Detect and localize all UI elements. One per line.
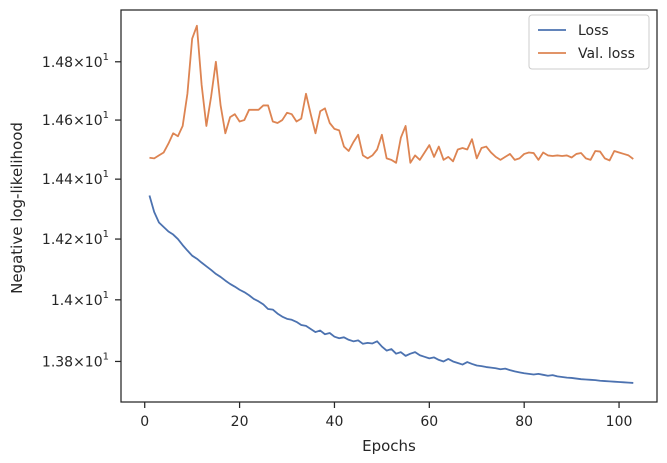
y-tick-label: 1.42×101 bbox=[42, 229, 109, 248]
x-tick-label: 100 bbox=[606, 414, 633, 430]
x-tick-label: 80 bbox=[515, 414, 533, 430]
series-line-loss bbox=[148, 195, 634, 384]
legend-label-loss: Loss bbox=[578, 23, 609, 39]
legend: Loss Val. loss bbox=[528, 14, 650, 70]
series-layer bbox=[148, 24, 634, 384]
y-axis-ticks: 1.38×101 1.4×101 1.42×101 1.44×101 1.46×101 1… bbox=[42, 52, 121, 370]
y-tick-label: 1.38×101 bbox=[42, 351, 109, 370]
x-axis-ticks: 0 20 40 60 80 100 bbox=[140, 402, 632, 430]
x-axis-title: Epochs bbox=[362, 437, 416, 455]
x-tick-label: 40 bbox=[326, 414, 344, 430]
x-tick-label: 60 bbox=[420, 414, 438, 430]
y-axis-title: Negative log-likelihood bbox=[8, 122, 26, 294]
plot-frame bbox=[120, 9, 658, 403]
legend-label-val-loss: Val. loss bbox=[578, 46, 635, 62]
y-tick-label: 1.48×101 bbox=[42, 52, 109, 71]
x-tick-label: 20 bbox=[231, 414, 249, 430]
y-tick-label: 1.4×101 bbox=[51, 290, 109, 309]
y-tick-label: 1.46×101 bbox=[42, 110, 109, 129]
x-tick-label: 0 bbox=[140, 414, 149, 430]
series-line-val-loss bbox=[149, 24, 634, 164]
legend-box bbox=[528, 14, 650, 70]
y-tick-label: 1.44×101 bbox=[42, 169, 109, 188]
